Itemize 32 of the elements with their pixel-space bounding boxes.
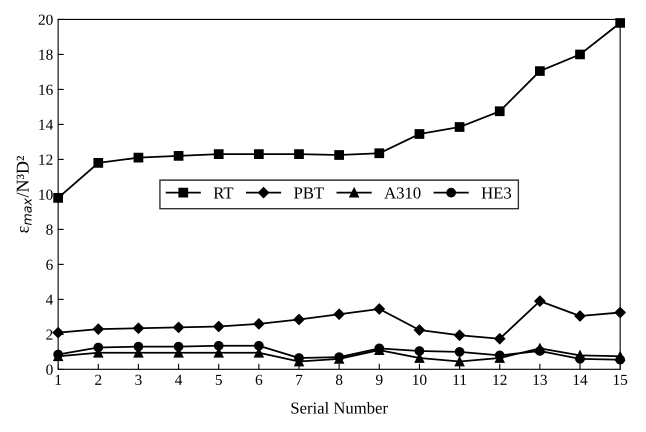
x-tick-label: 5 — [216, 374, 222, 385]
x-tick-label: 7 — [296, 374, 302, 385]
legend-label: HE3 — [482, 187, 512, 199]
x-tick-label: 10 — [413, 374, 426, 385]
legend-label: PBT — [294, 188, 324, 199]
y-axis-title: ε$_{max}$/N³D² — [16, 156, 32, 233]
y-tick-label: 4 — [46, 294, 54, 305]
x-tick-label: 13 — [534, 374, 547, 385]
x-axis-title: Serial Number — [291, 402, 388, 414]
y-tick-label: 14 — [39, 120, 54, 130]
y-tick-label: 16 — [39, 84, 53, 95]
x-tick-label: 2 — [95, 374, 102, 385]
x-tick-label: 3 — [135, 374, 142, 385]
y-tick-label: 0 — [46, 364, 53, 375]
x-tick-label: 14 — [574, 374, 588, 385]
legend-label: A310 — [384, 187, 421, 199]
y-tick-label: 20 — [38, 14, 53, 25]
legend-label: RT — [214, 188, 234, 198]
x-tick-label: 12 — [493, 374, 507, 385]
x-tick-label: 8 — [336, 374, 342, 385]
x-tick-label: 9 — [376, 374, 382, 385]
x-tick-label: 15 — [614, 374, 628, 385]
x-tick-label: 1 — [56, 374, 62, 385]
y-tick-label: 10 — [39, 190, 53, 200]
x-tick-label: 6 — [256, 374, 262, 385]
y-tick-label: 8 — [46, 224, 53, 235]
y-tick-label: 12 — [39, 154, 52, 165]
y-tick-label: 6 — [46, 260, 53, 270]
y-tick-label: 18 — [39, 50, 53, 60]
x-tick-label: 11 — [454, 374, 466, 385]
x-tick-label: 4 — [175, 374, 182, 385]
y-tick-label: 2 — [46, 330, 52, 340]
